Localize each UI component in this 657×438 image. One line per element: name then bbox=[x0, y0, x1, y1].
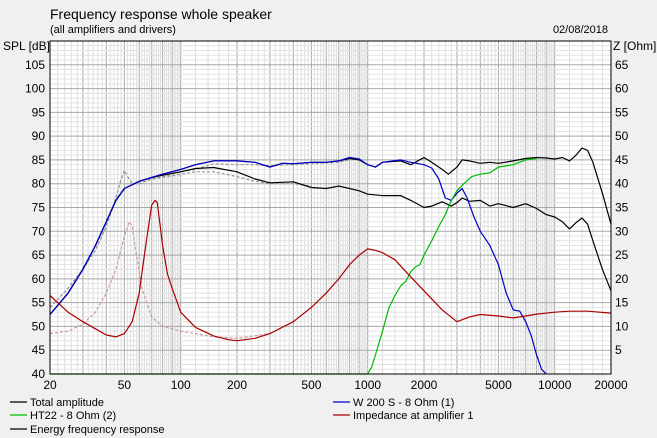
chart-title: Frequency response whole speaker bbox=[50, 6, 272, 22]
series-line-dashed-6 bbox=[49, 169, 312, 308]
y-left-tick-label: 50 bbox=[32, 319, 46, 333]
x-tick-label: 10000 bbox=[538, 378, 572, 392]
series-line-dashed-7 bbox=[49, 221, 294, 339]
y-right-tick-label: 65 bbox=[615, 58, 629, 72]
legend: Total amplitude W 200 S - 8 Ohm (1) HT22 -… bbox=[10, 397, 473, 436]
series-line-impedance-at-amplifier-1 bbox=[49, 199, 612, 342]
axis-tick-labels: 20 50 100 200 500 1000 2000 5000 10000 20000 40 45 5… bbox=[25, 58, 629, 392]
legend-label: Total amplitude bbox=[30, 397, 104, 409]
y-left-tick-label: 100 bbox=[25, 82, 45, 96]
y-right-tick-label: 5 bbox=[615, 343, 622, 357]
series-layer bbox=[49, 147, 612, 375]
y-left-tick-label: 70 bbox=[32, 224, 46, 238]
y-left-tick-label: 90 bbox=[32, 129, 46, 143]
x-tick-label: 1000 bbox=[354, 378, 381, 392]
y-right-tick-label: 10 bbox=[615, 319, 629, 333]
legend-label: Impedance at amplifier 1 bbox=[353, 410, 473, 422]
x-tick-label: 50 bbox=[118, 378, 132, 392]
y-left-tick-label: 60 bbox=[32, 272, 46, 286]
y-right-tick-label: 30 bbox=[615, 224, 629, 238]
y-right-tick-label: 50 bbox=[615, 129, 629, 143]
series-line-w-200-s-8-ohm-1 bbox=[49, 156, 547, 375]
x-tick-label: 2000 bbox=[411, 378, 438, 392]
x-tick-label: 500 bbox=[301, 378, 321, 392]
y-left-axis-label: SPL [dB] bbox=[3, 39, 50, 53]
y-right-tick-label: 40 bbox=[615, 177, 629, 191]
y-left-tick-label: 85 bbox=[32, 153, 46, 167]
x-tick-label: 200 bbox=[227, 378, 247, 392]
y-left-tick-label: 95 bbox=[32, 105, 46, 119]
y-right-tick-label: 45 bbox=[615, 153, 629, 167]
legend-label: HT22 - 8 Ohm (2) bbox=[30, 410, 116, 422]
y-right-tick-label: 15 bbox=[615, 296, 629, 310]
y-left-tick-label: 65 bbox=[32, 248, 46, 262]
y-left-tick-label: 105 bbox=[25, 58, 45, 72]
y-left-tick-label: 45 bbox=[32, 343, 46, 357]
y-right-tick-label: 55 bbox=[615, 105, 629, 119]
y-right-tick-label: 25 bbox=[615, 248, 629, 262]
y-left-tick-label: 55 bbox=[32, 296, 46, 310]
chart-date: 02/08/2018 bbox=[553, 24, 608, 36]
grid bbox=[50, 41, 611, 374]
y-right-tick-label: 20 bbox=[615, 272, 629, 286]
y-right-tick-label: 60 bbox=[615, 82, 629, 96]
legend-label: Energy frequency response bbox=[30, 424, 165, 436]
y-left-tick-label: 75 bbox=[32, 201, 46, 215]
x-tick-label: 20000 bbox=[594, 378, 628, 392]
series-line-ht22-8-ohm-2 bbox=[50, 157, 537, 375]
plot-frame bbox=[49, 40, 612, 375]
y-left-tick-label: 80 bbox=[32, 177, 46, 191]
y-right-axis-label: Z [Ohm] bbox=[613, 39, 656, 53]
y-left-tick-label: 40 bbox=[32, 367, 46, 381]
x-tick-label: 100 bbox=[171, 378, 191, 392]
x-tick-label: 20 bbox=[43, 378, 57, 392]
chart-subtitle: (all amplifiers and drivers) bbox=[50, 24, 176, 36]
legend-label: W 200 S - 8 Ohm (1) bbox=[353, 397, 454, 409]
y-right-tick-label: 35 bbox=[615, 201, 629, 215]
x-tick-label: 5000 bbox=[485, 378, 512, 392]
